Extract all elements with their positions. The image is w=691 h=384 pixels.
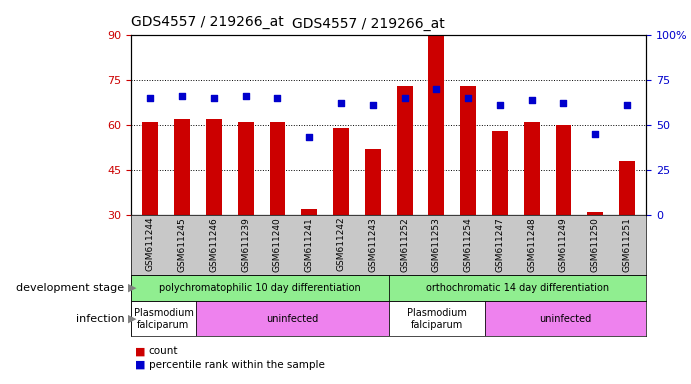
Bar (131, 275, 388, 301)
Bar (206, 119, 222, 215)
Bar (388, 301, 485, 336)
Text: GSM611244: GSM611244 (146, 217, 155, 271)
Text: GSM611254: GSM611254 (464, 217, 473, 271)
Text: GSM611248: GSM611248 (527, 217, 536, 271)
Bar (196, 301, 388, 336)
Text: development stage: development stage (17, 283, 124, 293)
Bar (460, 86, 476, 215)
Point (589, 131, 600, 137)
Text: polychromatophilic 10 day differentiation: polychromatophilic 10 day differentiatio… (159, 283, 361, 293)
Point (462, 95, 473, 101)
Text: GSM611245: GSM611245 (178, 217, 187, 271)
Text: GDS4557 / 219266_at: GDS4557 / 219266_at (131, 15, 284, 29)
Bar (131, 301, 196, 336)
Text: infection: infection (76, 314, 124, 324)
Point (494, 102, 505, 108)
Point (209, 95, 220, 101)
Text: GSM611240: GSM611240 (273, 217, 282, 271)
Bar (428, 35, 444, 215)
Bar (269, 122, 285, 215)
Bar (174, 119, 190, 215)
Point (272, 95, 283, 101)
Point (368, 102, 379, 108)
Bar (524, 122, 540, 215)
Bar (556, 125, 571, 215)
Point (558, 100, 569, 106)
Text: GSM611251: GSM611251 (623, 217, 632, 272)
Text: GDS4557 / 219266_at: GDS4557 / 219266_at (292, 17, 444, 31)
Text: uninfected: uninfected (540, 314, 591, 324)
Text: GSM611253: GSM611253 (432, 217, 441, 272)
Bar (333, 128, 349, 215)
Text: GSM611239: GSM611239 (241, 217, 250, 272)
Point (177, 93, 188, 99)
Bar (301, 209, 317, 215)
Text: ▶: ▶ (128, 314, 136, 324)
Point (304, 134, 315, 141)
Point (240, 93, 252, 99)
Text: GSM611242: GSM611242 (337, 217, 346, 271)
Text: percentile rank within the sample: percentile rank within the sample (149, 360, 325, 370)
Text: Plasmodium
falciparum: Plasmodium falciparum (407, 308, 467, 329)
Bar (485, 301, 646, 336)
Text: GSM611243: GSM611243 (368, 217, 377, 271)
Point (430, 86, 442, 92)
Text: GSM611247: GSM611247 (495, 217, 504, 271)
Text: orthochromatic 14 day differentiation: orthochromatic 14 day differentiation (426, 283, 609, 293)
Bar (365, 149, 381, 215)
Point (526, 96, 537, 103)
Point (336, 100, 347, 106)
Text: GSM611250: GSM611250 (591, 217, 600, 272)
Bar (619, 161, 635, 215)
Bar (397, 86, 413, 215)
Text: GSM611246: GSM611246 (209, 217, 218, 271)
Text: ■: ■ (135, 360, 145, 370)
Text: ■: ■ (135, 346, 145, 356)
Text: count: count (149, 346, 178, 356)
Bar (492, 131, 508, 215)
Point (145, 95, 156, 101)
Text: GSM611241: GSM611241 (305, 217, 314, 271)
Text: GSM611249: GSM611249 (559, 217, 568, 271)
Point (399, 95, 410, 101)
Bar (587, 212, 603, 215)
Point (621, 102, 632, 108)
Bar (238, 122, 254, 215)
Text: ▶: ▶ (128, 283, 136, 293)
Text: Plasmodium
falciparum: Plasmodium falciparum (133, 308, 193, 329)
Bar (142, 122, 158, 215)
Text: uninfected: uninfected (266, 314, 319, 324)
Text: GSM611252: GSM611252 (400, 217, 409, 271)
Bar (388, 275, 646, 301)
